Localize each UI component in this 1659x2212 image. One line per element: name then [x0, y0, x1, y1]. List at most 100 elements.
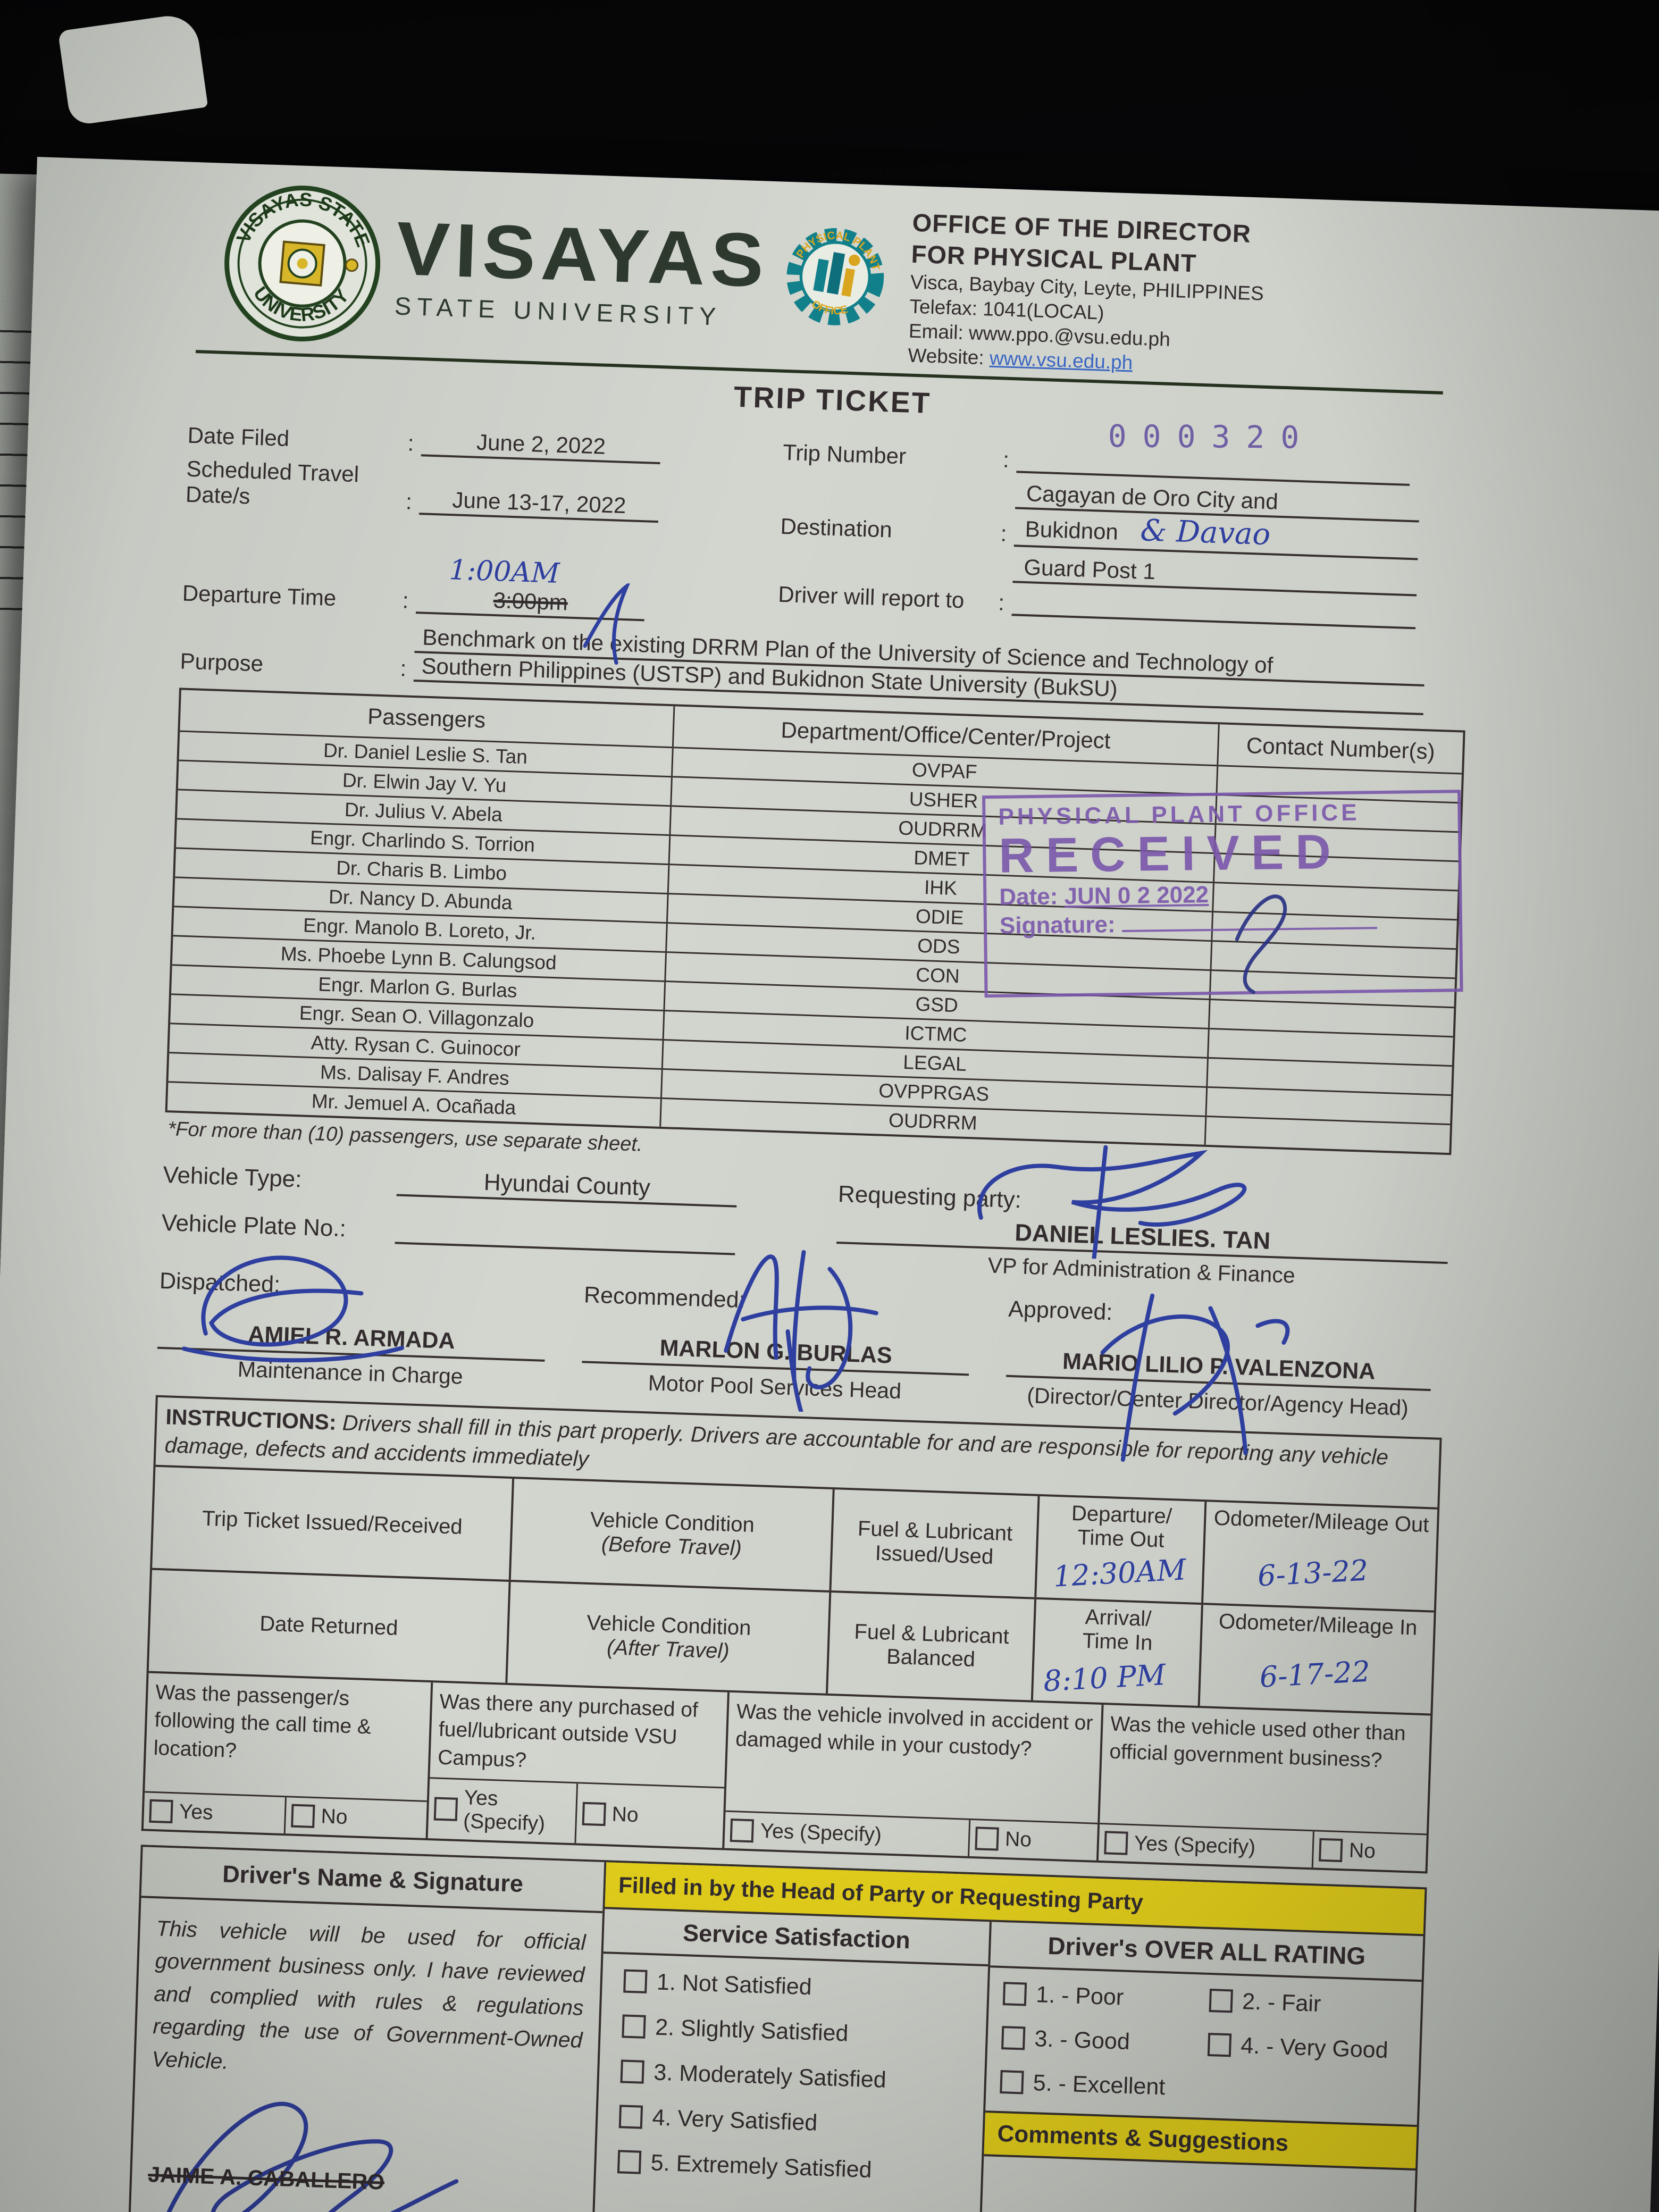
- colon: :: [405, 489, 413, 514]
- colon: :: [998, 590, 1005, 615]
- instructions-box: INSTRUCTIONS: Drivers shall fill in this…: [146, 1395, 1442, 1716]
- requesting-party-block: Requesting party: DANIEL LESLIES. TAN VP…: [772, 1145, 1449, 1297]
- service-satisfaction-column: Service Satisfaction 1. Not Satisfied 2.…: [590, 1908, 992, 2212]
- departure-time-label: Departure Time: [182, 580, 337, 610]
- official-use-statement: This vehicle will be used for official g…: [151, 1915, 586, 2074]
- website-label: Website:: [907, 344, 985, 369]
- colon: :: [407, 430, 415, 456]
- departure-time-out-cell: Departure/ Time Out 12:30AM: [1036, 1496, 1207, 1603]
- option-no-label: No: [320, 1805, 348, 1829]
- satisfaction-option: 1. Not Satisfied: [656, 1969, 812, 2000]
- rating-option: 2. - Fair: [1242, 1988, 1322, 2017]
- head-of-party-column: Filled in by the Head of Party or Reques…: [590, 1862, 1425, 2212]
- time-in-handwritten: 8:10 PM: [1042, 1657, 1167, 1698]
- rating-checkbox: [1207, 2033, 1232, 2057]
- trip-ticket-issued-cell: Trip Ticket Issued/Received: [152, 1467, 515, 1580]
- office-info-block: OFFICE OF THE DIRECTOR FOR PHYSICAL PLAN…: [908, 207, 1267, 380]
- dispatched-name: AMIEL R. ARMADA: [157, 1318, 546, 1362]
- scheduled-travel-label: Scheduled Travel Date/s: [185, 456, 359, 509]
- time-out-handwritten: 12:30AM: [1052, 1552, 1187, 1594]
- rating-option: 1. - Poor: [1035, 1981, 1125, 2010]
- vsu-seal: VISAYAS STATE UNIVERSITY: [224, 186, 381, 342]
- dispatched-label: Dispatched:: [159, 1268, 281, 1298]
- question-text: Was the vehicle involved in accident or …: [735, 1699, 1094, 1761]
- satisfaction-option: 3. Moderately Satisfied: [653, 2059, 887, 2093]
- option-no-label: No: [1348, 1839, 1376, 1863]
- question-text: Was the vehicle used other than official…: [1109, 1712, 1406, 1772]
- crossed-printed-name-1: JAIME A. CABALLERO: [147, 2162, 385, 2194]
- date-filed-value: June 2, 2022: [421, 427, 661, 464]
- cell-label: Fuel & Lubricant: [853, 1620, 1010, 1648]
- arrival-time-in-cell: Arrival/ Time In 8:10 PM: [1033, 1599, 1203, 1706]
- driver-section: Driver's Name & Signature This vehicle w…: [124, 1844, 1427, 2212]
- instructions-table: Trip Ticket Issued/Received Vehicle Cond…: [148, 1467, 1437, 1714]
- overall-rating-column: Driver's OVER ALL RATING 1. - Poor 2. - …: [977, 1921, 1423, 2212]
- recommended-label: Recommended:: [583, 1282, 746, 1313]
- checkbox-no: [975, 1826, 999, 1851]
- trip-number-label: Trip Number: [782, 439, 907, 468]
- stamp-date-label: Date:: [999, 883, 1058, 910]
- stamp-date-value: JUN 0 2 2022: [1063, 881, 1209, 909]
- driver-name-signature-column: Driver's Name & Signature This vehicle w…: [126, 1846, 607, 2212]
- recommended-title: Motor Pool Services Head: [648, 1370, 902, 1404]
- satisfaction-checkbox: [618, 2105, 643, 2129]
- driver-report-label: Driver will report to: [777, 582, 965, 613]
- col-header-contact: Contact Number(s): [1246, 733, 1436, 764]
- question-text: Was the passenger/s following the call t…: [153, 1680, 372, 1763]
- departure-time-crossed: 3:00pm: [415, 585, 646, 622]
- option-yes-label: Yes (Specify): [463, 1786, 546, 1835]
- rating-checkbox: [1209, 1989, 1233, 2013]
- website-link: www.vsu.edu.ph: [989, 347, 1133, 374]
- purpose-label: Purpose: [179, 648, 264, 676]
- date-filed-label: Date Filed: [187, 422, 290, 451]
- date-returned-cell: Date Returned: [148, 1570, 512, 1683]
- cell-label: Departure/: [1071, 1501, 1172, 1528]
- satisfaction-checkbox: [620, 2059, 645, 2084]
- date-out-handwritten: 6-13-22: [1256, 1553, 1369, 1593]
- question-other-use: Was the vehicle used other than official…: [1098, 1705, 1431, 1871]
- question-fuel-purchase: Was there any purchased of fuel/lubrican…: [428, 1682, 730, 1848]
- vehicle-plate-label: Vehicle Plate No.:: [161, 1209, 347, 1242]
- destination-label: Destination: [780, 513, 893, 542]
- cell-sublabel: Issued/Used: [875, 1541, 994, 1569]
- stamp-signature-line: [1121, 926, 1377, 932]
- satisfaction-checkbox: [622, 2014, 647, 2039]
- cell-sublabel: Balanced: [886, 1645, 976, 1671]
- dispatched-block: Dispatched: AMIEL R. ARMADA Maintenance …: [156, 1255, 584, 1393]
- rating-checkbox: [1002, 1982, 1027, 2006]
- cell-sublabel: (After Travel): [606, 1635, 730, 1663]
- rating-option: 3. - Good: [1034, 2025, 1130, 2055]
- colon: :: [402, 588, 409, 613]
- colon: :: [399, 656, 407, 681]
- form-header: VISAYAS STATE UNIVERSITY VISAYAS STATE U…: [190, 180, 1482, 387]
- checkbox-yes: [730, 1818, 755, 1843]
- satisfaction-option: 5. Extremely Satisfied: [650, 2149, 873, 2183]
- odometer-in-cell: Odometer/Mileage In 6-17-22: [1200, 1605, 1434, 1713]
- rating-checkbox: [1001, 2026, 1026, 2050]
- scheduled-travel-value: June 13-17, 2022: [419, 486, 659, 523]
- option-yes-label: Yes: [179, 1800, 214, 1824]
- destination-handwritten: & Davao: [1139, 513, 1271, 552]
- option-no-label: No: [611, 1803, 639, 1826]
- driver-signature-area: JAIME A. CABALLERO Eduardo B. Pastoril A…: [128, 2075, 597, 2212]
- rating-option: 5. - Excellent: [1033, 2069, 1166, 2100]
- signatories-row: Dispatched: AMIEL R. ARMADA Maintenance …: [156, 1250, 1446, 1462]
- satisfaction-option: 2. Slightly Satisfied: [655, 2014, 849, 2047]
- dispatched-title: Maintenance in Charge: [237, 1356, 464, 1389]
- stamp-received-word: RECEIVED: [998, 824, 1343, 883]
- date-in-handwritten: 6-17-22: [1258, 1654, 1371, 1694]
- recommended-block: Recommended: MARLON G. BURLAS Motor Pool…: [581, 1250, 1009, 1414]
- vehicle-condition-before-cell: Vehicle Condition (Before Travel): [511, 1478, 835, 1590]
- satisfaction-checkbox: [617, 2150, 642, 2174]
- trip-number-stamp: 000320: [1108, 417, 1316, 456]
- instructions-body: Drivers shall fill in this part properly…: [164, 1410, 1389, 1472]
- checkbox-no: [1319, 1838, 1343, 1862]
- cell-label: Odometer/Mileage Out: [1213, 1506, 1430, 1537]
- vehicle-plate-value: [395, 1214, 736, 1255]
- approved-block: Approved: MARIO LILIO P. VALENZONA (Dire…: [1005, 1293, 1433, 1462]
- checkbox-no: [290, 1804, 315, 1828]
- colon: :: [1002, 447, 1010, 472]
- passenger-contact: [1205, 1117, 1450, 1153]
- option-yes-label: Yes (Specify): [1134, 1831, 1256, 1859]
